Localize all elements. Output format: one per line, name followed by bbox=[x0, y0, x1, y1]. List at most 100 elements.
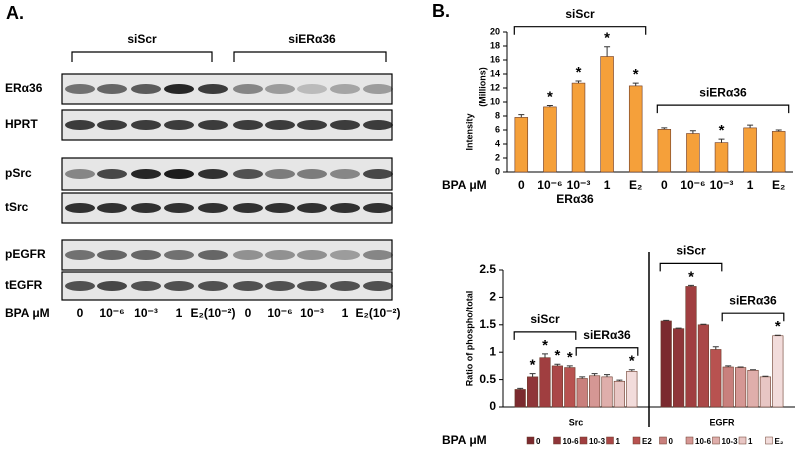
blot-band bbox=[265, 281, 295, 291]
dose-label: BPA μM bbox=[5, 306, 50, 320]
y-tick-label: 8 bbox=[495, 110, 500, 120]
blot-band bbox=[198, 203, 228, 213]
y-tick-label: 4 bbox=[495, 138, 500, 148]
blot-band bbox=[363, 203, 393, 213]
dose-label: E₂(10⁻²) bbox=[190, 306, 235, 320]
bar bbox=[685, 286, 697, 408]
blot-band bbox=[297, 120, 327, 130]
blot-band bbox=[97, 169, 127, 179]
blot-band bbox=[65, 250, 95, 260]
error-bar bbox=[718, 138, 725, 143]
legend-label: 1 bbox=[616, 437, 621, 446]
blot-band bbox=[97, 281, 127, 291]
bar bbox=[772, 335, 784, 408]
group-label: siScr bbox=[676, 244, 706, 258]
row-label: tSrc bbox=[5, 200, 29, 214]
y-tick-label: 1.5 bbox=[479, 317, 496, 331]
bar bbox=[747, 369, 759, 408]
bar bbox=[527, 376, 539, 408]
error-bar bbox=[542, 353, 548, 358]
x-tick-label: EGFR bbox=[709, 417, 735, 427]
blot-band bbox=[233, 120, 263, 130]
blot-band bbox=[330, 281, 360, 291]
significance: * bbox=[554, 347, 560, 364]
error-bar bbox=[712, 346, 719, 350]
bar bbox=[743, 127, 757, 173]
error-bar bbox=[517, 387, 524, 390]
group-bracket bbox=[656, 104, 790, 114]
blot-band bbox=[233, 84, 263, 94]
error-bar bbox=[579, 376, 586, 379]
blot-band bbox=[198, 169, 228, 179]
bar bbox=[660, 320, 672, 408]
significance: * bbox=[567, 349, 573, 366]
significance: * bbox=[604, 30, 610, 47]
x-tick-label: Src bbox=[569, 417, 584, 427]
row-label: ERα36 bbox=[5, 81, 43, 95]
dose-label: 0 bbox=[77, 306, 84, 320]
y-tick-label: 1 bbox=[489, 344, 496, 358]
blot-band bbox=[198, 281, 228, 291]
error-bar bbox=[518, 114, 525, 118]
error-bar bbox=[632, 82, 639, 86]
blot-band bbox=[330, 120, 360, 130]
significance: * bbox=[719, 122, 725, 139]
bar bbox=[564, 367, 576, 408]
blot-band bbox=[233, 203, 263, 213]
blot-band bbox=[330, 84, 360, 94]
error-bar bbox=[737, 366, 744, 368]
bar bbox=[613, 380, 625, 408]
legend-label: 1 bbox=[748, 437, 753, 446]
group-bracket bbox=[513, 26, 647, 35]
blot-band bbox=[164, 250, 194, 260]
error-bar bbox=[750, 369, 756, 371]
legend-label: 0 bbox=[536, 437, 541, 446]
blot-band bbox=[363, 84, 393, 94]
dose-label: 1 bbox=[176, 306, 183, 320]
error-bar bbox=[675, 327, 682, 329]
y-axis-title: Intensity bbox=[464, 113, 474, 150]
error-bar bbox=[604, 374, 610, 377]
significance: * bbox=[775, 318, 781, 335]
dose-label: E₂(10⁻²) bbox=[355, 306, 400, 320]
bar bbox=[514, 389, 526, 408]
blot-band bbox=[164, 84, 194, 94]
x-tick-label: 1 bbox=[747, 178, 754, 192]
legend-swatch bbox=[685, 436, 694, 445]
blot-band bbox=[65, 120, 95, 130]
error-bar bbox=[575, 80, 582, 84]
x-tick-label: 10⁻⁶ bbox=[680, 178, 705, 192]
blot-band bbox=[265, 120, 295, 130]
blot-band bbox=[131, 169, 161, 179]
y-tick-label: 0.5 bbox=[479, 372, 496, 386]
blot-band bbox=[97, 203, 127, 213]
bar bbox=[543, 106, 557, 173]
dose-label: 1 bbox=[342, 306, 349, 320]
legend-label: 10-6 bbox=[563, 437, 580, 446]
error-bar bbox=[591, 373, 598, 376]
blot-band bbox=[198, 84, 228, 94]
error-bar bbox=[762, 375, 769, 377]
group-bracket bbox=[575, 347, 639, 356]
bar bbox=[759, 376, 771, 408]
legend-swatch bbox=[738, 436, 747, 445]
blot-band bbox=[97, 120, 127, 130]
panel-label: B. bbox=[432, 1, 450, 21]
group-label: siERα36 bbox=[699, 85, 747, 99]
x-tick-label: E₂ bbox=[772, 178, 785, 192]
legend-swatch bbox=[712, 436, 720, 445]
group-label: siScr bbox=[127, 32, 157, 46]
blot-band bbox=[297, 250, 327, 260]
row-label: tEGFR bbox=[5, 278, 43, 292]
blot-band bbox=[65, 281, 95, 291]
legend-swatch bbox=[606, 436, 614, 445]
group-label: siERα36 bbox=[729, 293, 777, 307]
blot-band bbox=[265, 250, 295, 260]
legend-title: BPA μM bbox=[442, 433, 487, 447]
y-tick-label: 10 bbox=[490, 96, 500, 106]
bar bbox=[576, 378, 588, 408]
error-bar bbox=[725, 365, 732, 367]
blot-band bbox=[297, 203, 327, 213]
y-tick-label: 16 bbox=[490, 54, 500, 64]
